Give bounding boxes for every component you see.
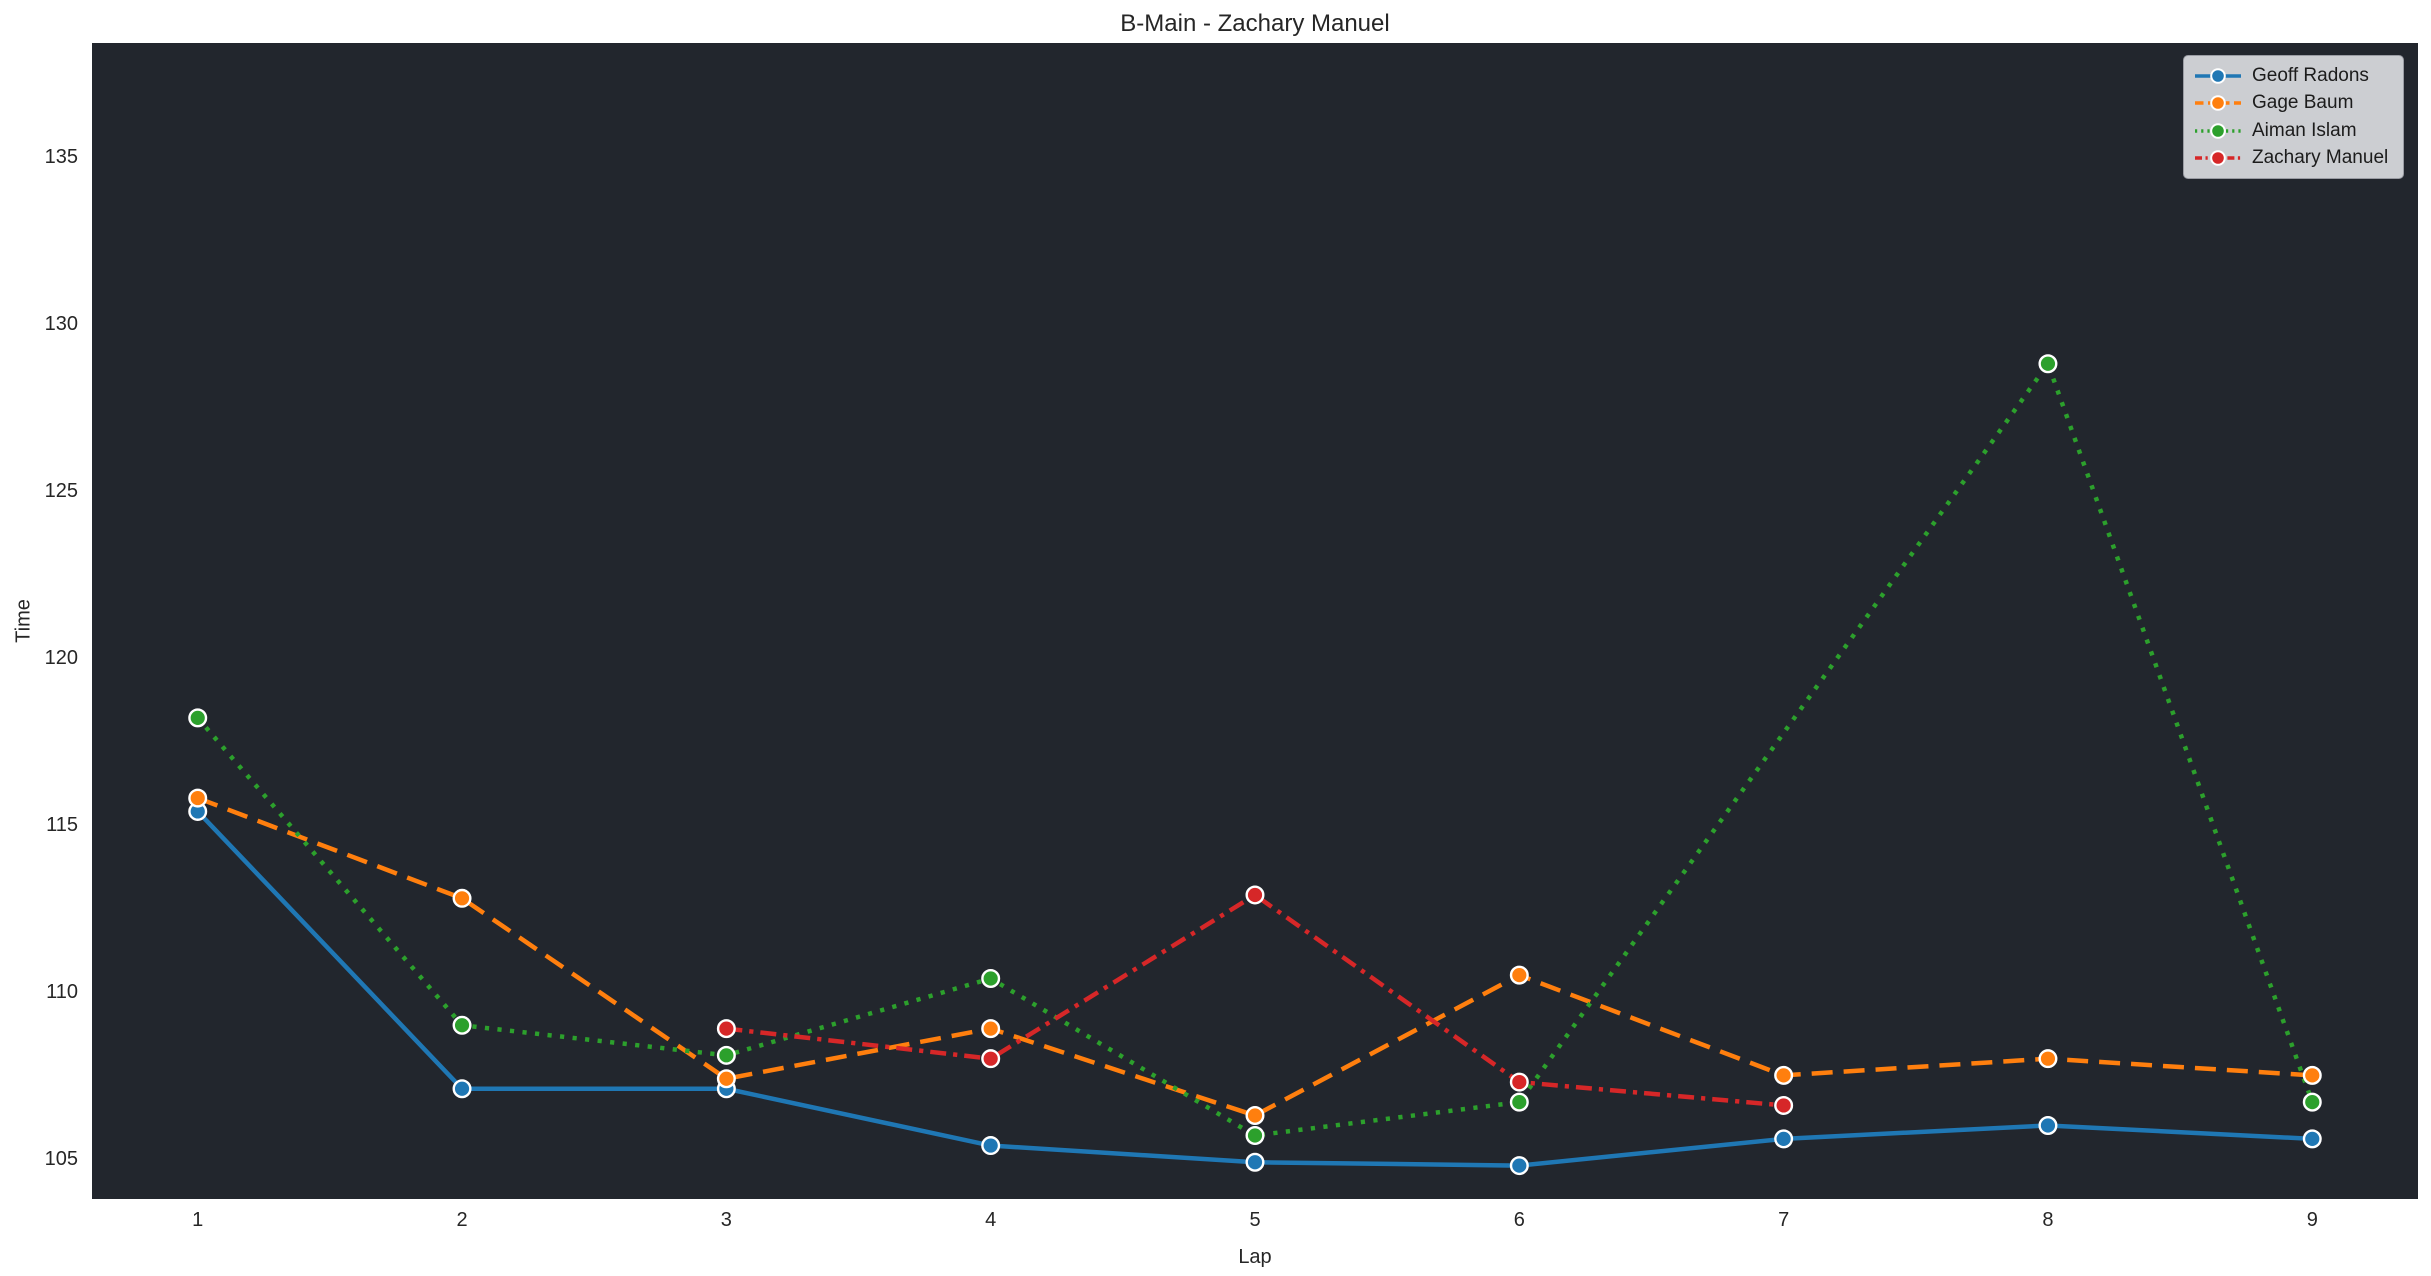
legend-item-zachary-manuel: Zachary Manuel: [2193, 145, 2393, 173]
data-point-aiman-islam: [981, 968, 1001, 988]
data-point-geoff-radons: [1245, 1152, 1265, 1172]
data-point-zachary-manuel: [1509, 1072, 1529, 1092]
legend-label: Geoff Radons: [2252, 64, 2369, 86]
x-tick-label: 7: [1778, 1209, 1790, 1231]
data-point-geoff-radons: [2302, 1129, 2322, 1149]
data-point-aiman-islam: [1509, 1092, 1529, 1112]
x-tick-label: 2: [456, 1209, 468, 1231]
legend-label: Zachary Manuel: [2252, 147, 2389, 169]
legend: Geoff Radons Gage Baum Aiman Islam Zachary …: [2183, 55, 2404, 179]
legend-marker-icon: [2210, 122, 2226, 139]
legend-label: Gage Baum: [2252, 92, 2354, 114]
x-tick-label: 9: [2306, 1209, 2318, 1231]
y-axis-label: Time: [12, 599, 35, 643]
data-point-zachary-manuel: [716, 1019, 736, 1039]
data-point-geoff-radons: [1509, 1156, 1529, 1176]
y-tick-label: 135: [44, 145, 78, 168]
x-tick-label: 8: [2042, 1209, 2054, 1231]
y-tick-label: 105: [44, 1147, 78, 1170]
data-point-geoff-radons: [981, 1136, 1001, 1156]
legend-line-sample-zachary-manuel: [2195, 150, 2241, 167]
legend-item-aiman-islam: Aiman Islam: [2193, 117, 2393, 145]
data-point-aiman-islam: [188, 708, 208, 728]
x-tick-label: 4: [985, 1209, 997, 1231]
y-tick-label: 115: [46, 813, 78, 836]
y-tick-label: 125: [44, 479, 78, 502]
data-point-gage-baum: [1509, 965, 1529, 985]
data-point-zachary-manuel: [1774, 1095, 1794, 1115]
legend-line-sample-geoff-radons: [2195, 67, 2241, 84]
data-point-aiman-islam: [2038, 354, 2058, 374]
series-line-gage-baum: [196, 795, 2313, 1118]
series-line-zachary-manuel: [726, 892, 1784, 1108]
data-point-geoff-radons: [2038, 1115, 2058, 1135]
data-point-gage-baum: [981, 1019, 1001, 1039]
data-point-gage-baum: [716, 1069, 736, 1089]
x-axis-label: Lap: [1238, 1246, 1272, 1268]
data-point-aiman-islam: [1245, 1126, 1265, 1146]
y-tick-label: 120: [44, 646, 78, 669]
data-point-gage-baum: [1245, 1105, 1265, 1125]
legend-item-geoff-radons: Geoff Radons: [2193, 62, 2393, 90]
legend-marker-icon: [2210, 150, 2226, 167]
x-tick-label: 5: [1249, 1209, 1261, 1231]
legend-line-sample-gage-baum: [2195, 95, 2241, 112]
data-point-aiman-islam: [716, 1045, 736, 1065]
legend-label: Aiman Islam: [2252, 119, 2357, 141]
y-tick-label: 130: [44, 312, 78, 335]
data-point-gage-baum: [1774, 1065, 1794, 1085]
x-tick-label: 6: [1513, 1209, 1525, 1231]
plot-area: [92, 43, 2418, 1199]
data-point-gage-baum: [188, 788, 208, 808]
x-tick-label: 1: [192, 1209, 204, 1231]
legend-line-sample-aiman-islam: [2195, 122, 2241, 139]
data-point-aiman-islam: [452, 1015, 472, 1035]
data-point-gage-baum: [2302, 1065, 2322, 1085]
data-point-geoff-radons: [1774, 1129, 1794, 1149]
legend-marker-icon: [2210, 95, 2226, 112]
legend-marker-icon: [2210, 67, 2226, 84]
y-tick-label: 110: [46, 980, 78, 1003]
legend-item-gage-baum: Gage Baum: [2193, 90, 2393, 118]
x-tick-label: 3: [720, 1209, 732, 1231]
data-point-zachary-manuel: [1245, 885, 1265, 905]
data-point-gage-baum: [452, 888, 472, 908]
data-point-zachary-manuel: [981, 1049, 1001, 1069]
data-point-gage-baum: [2038, 1049, 2058, 1069]
chart-title: B-Main - Zachary Manuel: [1120, 10, 1390, 37]
data-point-geoff-radons: [452, 1079, 472, 1099]
data-point-aiman-islam: [2302, 1092, 2322, 1112]
